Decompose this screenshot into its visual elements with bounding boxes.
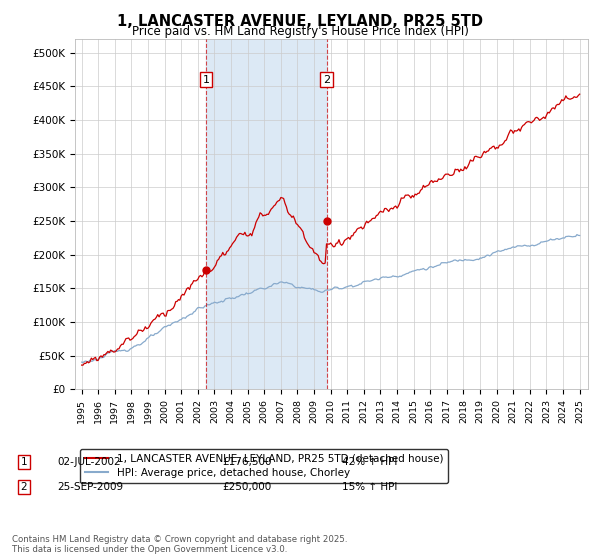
Bar [206, 39, 326, 389]
Text: Contains HM Land Registry data © Crown copyright and database right 2025.
This d: Contains HM Land Registry data © Crown c… [12, 535, 347, 554]
Text: 2: 2 [323, 74, 330, 85]
Text: 1: 1 [203, 74, 209, 85]
Text: 02-JUL-2002: 02-JUL-2002 [57, 457, 121, 467]
Text: £176,500: £176,500 [222, 457, 271, 467]
Text: 42% ↑ HPI: 42% ↑ HPI [342, 457, 397, 467]
Text: Price paid vs. HM Land Registry's House Price Index (HPI): Price paid vs. HM Land Registry's House … [131, 25, 469, 38]
Text: 15% ↑ HPI: 15% ↑ HPI [342, 482, 397, 492]
Text: 1: 1 [20, 457, 28, 467]
Text: 2: 2 [20, 482, 28, 492]
Text: 25-SEP-2009: 25-SEP-2009 [57, 482, 123, 492]
Text: £250,000: £250,000 [222, 482, 271, 492]
Legend: 1, LANCASTER AVENUE, LEYLAND, PR25 5TD (detached house), HPI: Average price, det: 1, LANCASTER AVENUE, LEYLAND, PR25 5TD (… [80, 449, 448, 483]
Text: 1, LANCASTER AVENUE, LEYLAND, PR25 5TD: 1, LANCASTER AVENUE, LEYLAND, PR25 5TD [117, 14, 483, 29]
